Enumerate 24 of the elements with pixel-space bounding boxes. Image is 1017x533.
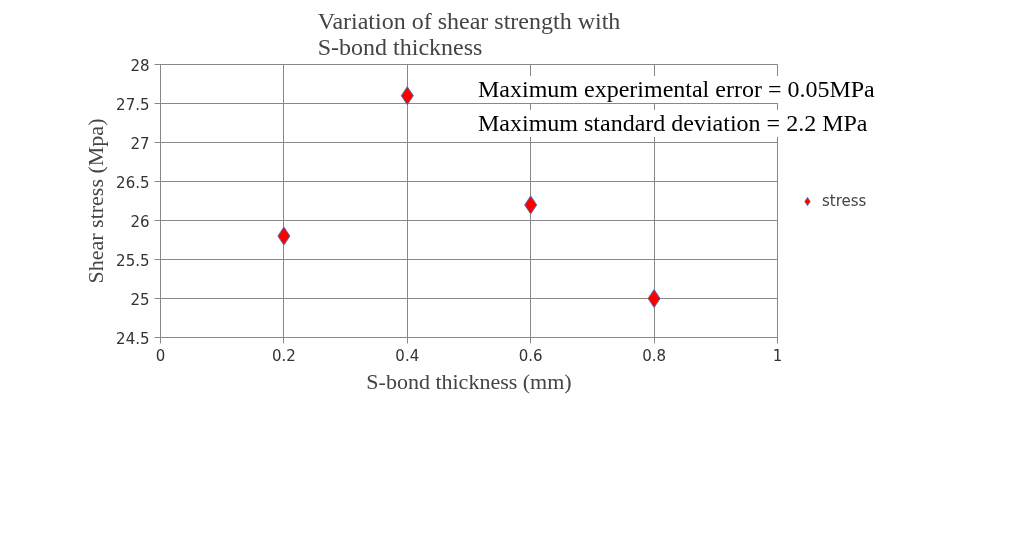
y-tick-label: 27.5 [116, 95, 150, 114]
x-axis-title: S-bond thickness (mm) [366, 368, 572, 394]
x-tick-label: 0.2 [271, 346, 296, 365]
y-tick-label: 24.5 [116, 329, 150, 348]
point [524, 195, 538, 215]
y-tick-label: 27 [130, 134, 150, 153]
point [647, 289, 661, 308]
x-tick-label: 0.4 [395, 346, 420, 365]
y-tick-label: 25 [130, 290, 150, 309]
y-tick-label: 28 [130, 56, 150, 75]
y-tick-label: 26 [130, 212, 150, 231]
x-tick-label: 1 [772, 346, 783, 365]
x-tick-label: 0.8 [642, 346, 667, 365]
y-tick-label: 26.5 [116, 173, 150, 192]
x-tick-label: 0 [155, 346, 166, 365]
point [400, 86, 414, 106]
annotation: Maximum standard deviation = 2.2 MPa [478, 110, 868, 137]
x-tick-label: 0.6 [518, 346, 543, 365]
legend-label: stress [822, 191, 867, 210]
y-tick-label: 25.5 [116, 251, 150, 270]
point [277, 226, 291, 246]
chart-title: Variation of shear strength with S-bond thickness [317, 7, 621, 60]
y-axis-title: Shear stress (Mpa) [83, 118, 109, 284]
annotation: Maximum experimental error = 0.05MPa [478, 76, 875, 103]
